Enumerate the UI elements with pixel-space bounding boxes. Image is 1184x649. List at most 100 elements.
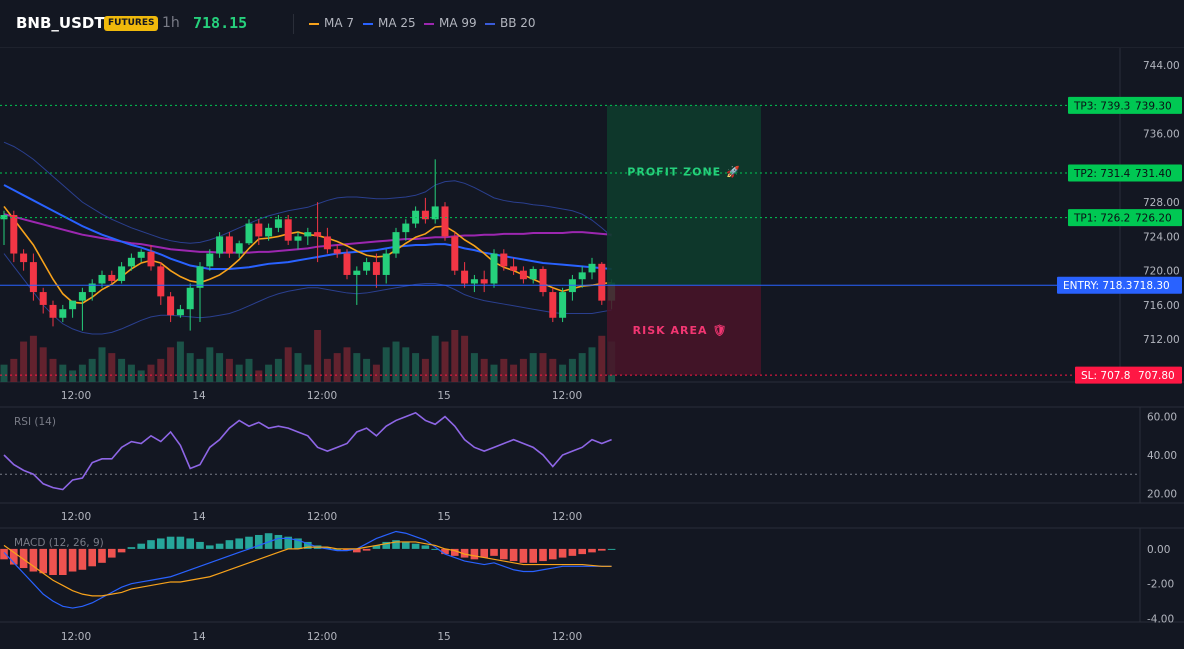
volume-bar xyxy=(343,347,351,382)
volume-bar xyxy=(500,358,508,382)
macd-title: MACD (12, 26, 9) xyxy=(14,537,104,549)
sl-tag-price: 707.80 xyxy=(1138,370,1175,382)
macd-histogram-bar xyxy=(411,543,420,549)
profit-zone[interactable] xyxy=(607,105,761,286)
volume-bar xyxy=(88,358,96,382)
macd-histogram-bar xyxy=(215,543,224,549)
candle-body xyxy=(69,300,77,310)
risk-zone[interactable] xyxy=(607,285,761,376)
legend-ma99[interactable]: MA 99 xyxy=(424,16,477,30)
volume-bar xyxy=(470,353,478,382)
volume-bar xyxy=(304,364,312,382)
macd-histogram-bar xyxy=(480,548,488,558)
candle-body xyxy=(59,309,67,318)
candle-body xyxy=(421,210,429,220)
macd-histogram-bar xyxy=(157,538,165,549)
symbol-name[interactable]: BNB_USDT xyxy=(16,14,105,32)
candle-body xyxy=(490,253,498,284)
macd-histogram-bar xyxy=(78,548,87,570)
price-axis-labels[interactable]: 744.00 736.00 728.00 724.00 720.00 716.00 712.… xyxy=(1143,60,1180,346)
volume-bar xyxy=(372,364,380,382)
macd-tick-label: -4.00 xyxy=(1147,614,1174,626)
signal-line[interactable] xyxy=(3,541,612,597)
candle-body xyxy=(461,270,469,284)
time-tick-label: 14 xyxy=(192,511,206,523)
legend-ma25[interactable]: MA 25 xyxy=(363,16,416,30)
macd-histogram-bar xyxy=(206,545,214,549)
volume-bar xyxy=(392,341,400,382)
candle-body xyxy=(186,287,194,310)
bb20-swatch-icon xyxy=(485,22,495,25)
time-tick-label: 15 xyxy=(437,631,450,643)
candle-body xyxy=(196,266,204,288)
tp1-tag[interactable]: TP1: 726.2 726.20 xyxy=(1068,209,1182,227)
price-tick-label: 724.00 xyxy=(1143,231,1180,243)
macd-histogram-bar xyxy=(235,538,243,549)
macd-histogram-bar xyxy=(68,548,77,572)
candle-body xyxy=(294,236,302,241)
tp3-tag[interactable]: TP3: 739.3 739.30 xyxy=(1068,96,1182,114)
risk-area-label: RISK AREA 🛡 xyxy=(633,324,728,337)
macd-histogram-bar xyxy=(323,547,332,549)
tp3-tag-price: 739.30 xyxy=(1135,100,1172,112)
volume-bar xyxy=(353,353,361,382)
macd-histogram-bar xyxy=(0,548,8,560)
price-pane[interactable]: PROFIT ZONE 🚀 RISK AREA 🛡 TP3: 739.3 739… xyxy=(0,48,1184,402)
volume-bar xyxy=(29,335,37,382)
price-tick-label: 716.00 xyxy=(1143,300,1180,312)
macd-histogram xyxy=(0,533,616,575)
time-tick-label: 12:00 xyxy=(307,390,337,402)
macd-histogram-bar xyxy=(539,548,547,562)
macd-pane[interactable]: MACD (12, 26, 9) 0.00-2.00-4.00 12:00 14 1… xyxy=(0,527,1184,643)
legend-bb20[interactable]: BB 20 xyxy=(485,16,536,30)
legend-ma7[interactable]: MA 7 xyxy=(309,16,354,30)
rsi-tick-label: 20.00 xyxy=(1147,488,1177,500)
volume-bar xyxy=(363,358,371,382)
macd-histogram-bar xyxy=(117,548,126,553)
candle-body xyxy=(225,236,233,254)
stop-loss-tag[interactable]: SL: 707.8 707.80 xyxy=(1075,366,1182,384)
header-divider xyxy=(293,14,294,34)
volume-bar xyxy=(431,335,439,382)
macd-histogram-bar xyxy=(274,534,283,549)
candle-body xyxy=(167,296,175,316)
macd-histogram-bar xyxy=(549,548,557,560)
tp2-tag[interactable]: TP2: 731.4 731.40 xyxy=(1068,164,1182,182)
macd-histogram-bar xyxy=(10,548,18,565)
candle-body xyxy=(78,292,86,301)
candles[interactable] xyxy=(0,159,616,331)
time-tick-label: 12:00 xyxy=(552,511,582,523)
tp3-tag-label: TP3: 739.3 xyxy=(1073,100,1130,112)
timeframe-selector[interactable]: 1h xyxy=(162,15,180,31)
candle-body xyxy=(108,274,116,281)
volume-bar xyxy=(206,347,214,382)
macd-histogram-bar xyxy=(362,548,371,551)
volume-bar xyxy=(225,358,233,382)
volume-bar xyxy=(323,358,331,382)
time-tick-label: 12:00 xyxy=(61,631,91,643)
ma25-line xyxy=(3,184,612,270)
macd-histogram-bar xyxy=(382,541,390,549)
volume-bar xyxy=(59,364,67,382)
macd-histogram-bar xyxy=(127,547,136,549)
price-tick-label: 712.00 xyxy=(1143,334,1180,346)
macd-histogram-bar xyxy=(519,548,528,563)
volume-bar xyxy=(568,358,576,382)
volume-bar xyxy=(490,364,498,382)
macd-histogram-bar xyxy=(588,548,596,553)
candle-body xyxy=(578,272,586,280)
macd-histogram-bar xyxy=(578,548,586,555)
macd-histogram-bar xyxy=(98,548,106,563)
volume-bar xyxy=(216,353,224,382)
time-axis-main[interactable]: 12:00 14 12:00 15 12:00 xyxy=(61,390,582,402)
macd-axis-labels: 0.00 -2.00 -4.00 xyxy=(1147,544,1174,626)
macd-histogram-bar xyxy=(196,541,204,549)
candle-body xyxy=(353,270,361,275)
candle-body xyxy=(363,262,371,271)
rsi-line[interactable] xyxy=(3,411,612,491)
candle-body xyxy=(392,232,400,254)
entry-tag[interactable]: ENTRY: 718.3 718.30 xyxy=(1057,276,1182,294)
macd-histogram-bar xyxy=(509,548,518,562)
